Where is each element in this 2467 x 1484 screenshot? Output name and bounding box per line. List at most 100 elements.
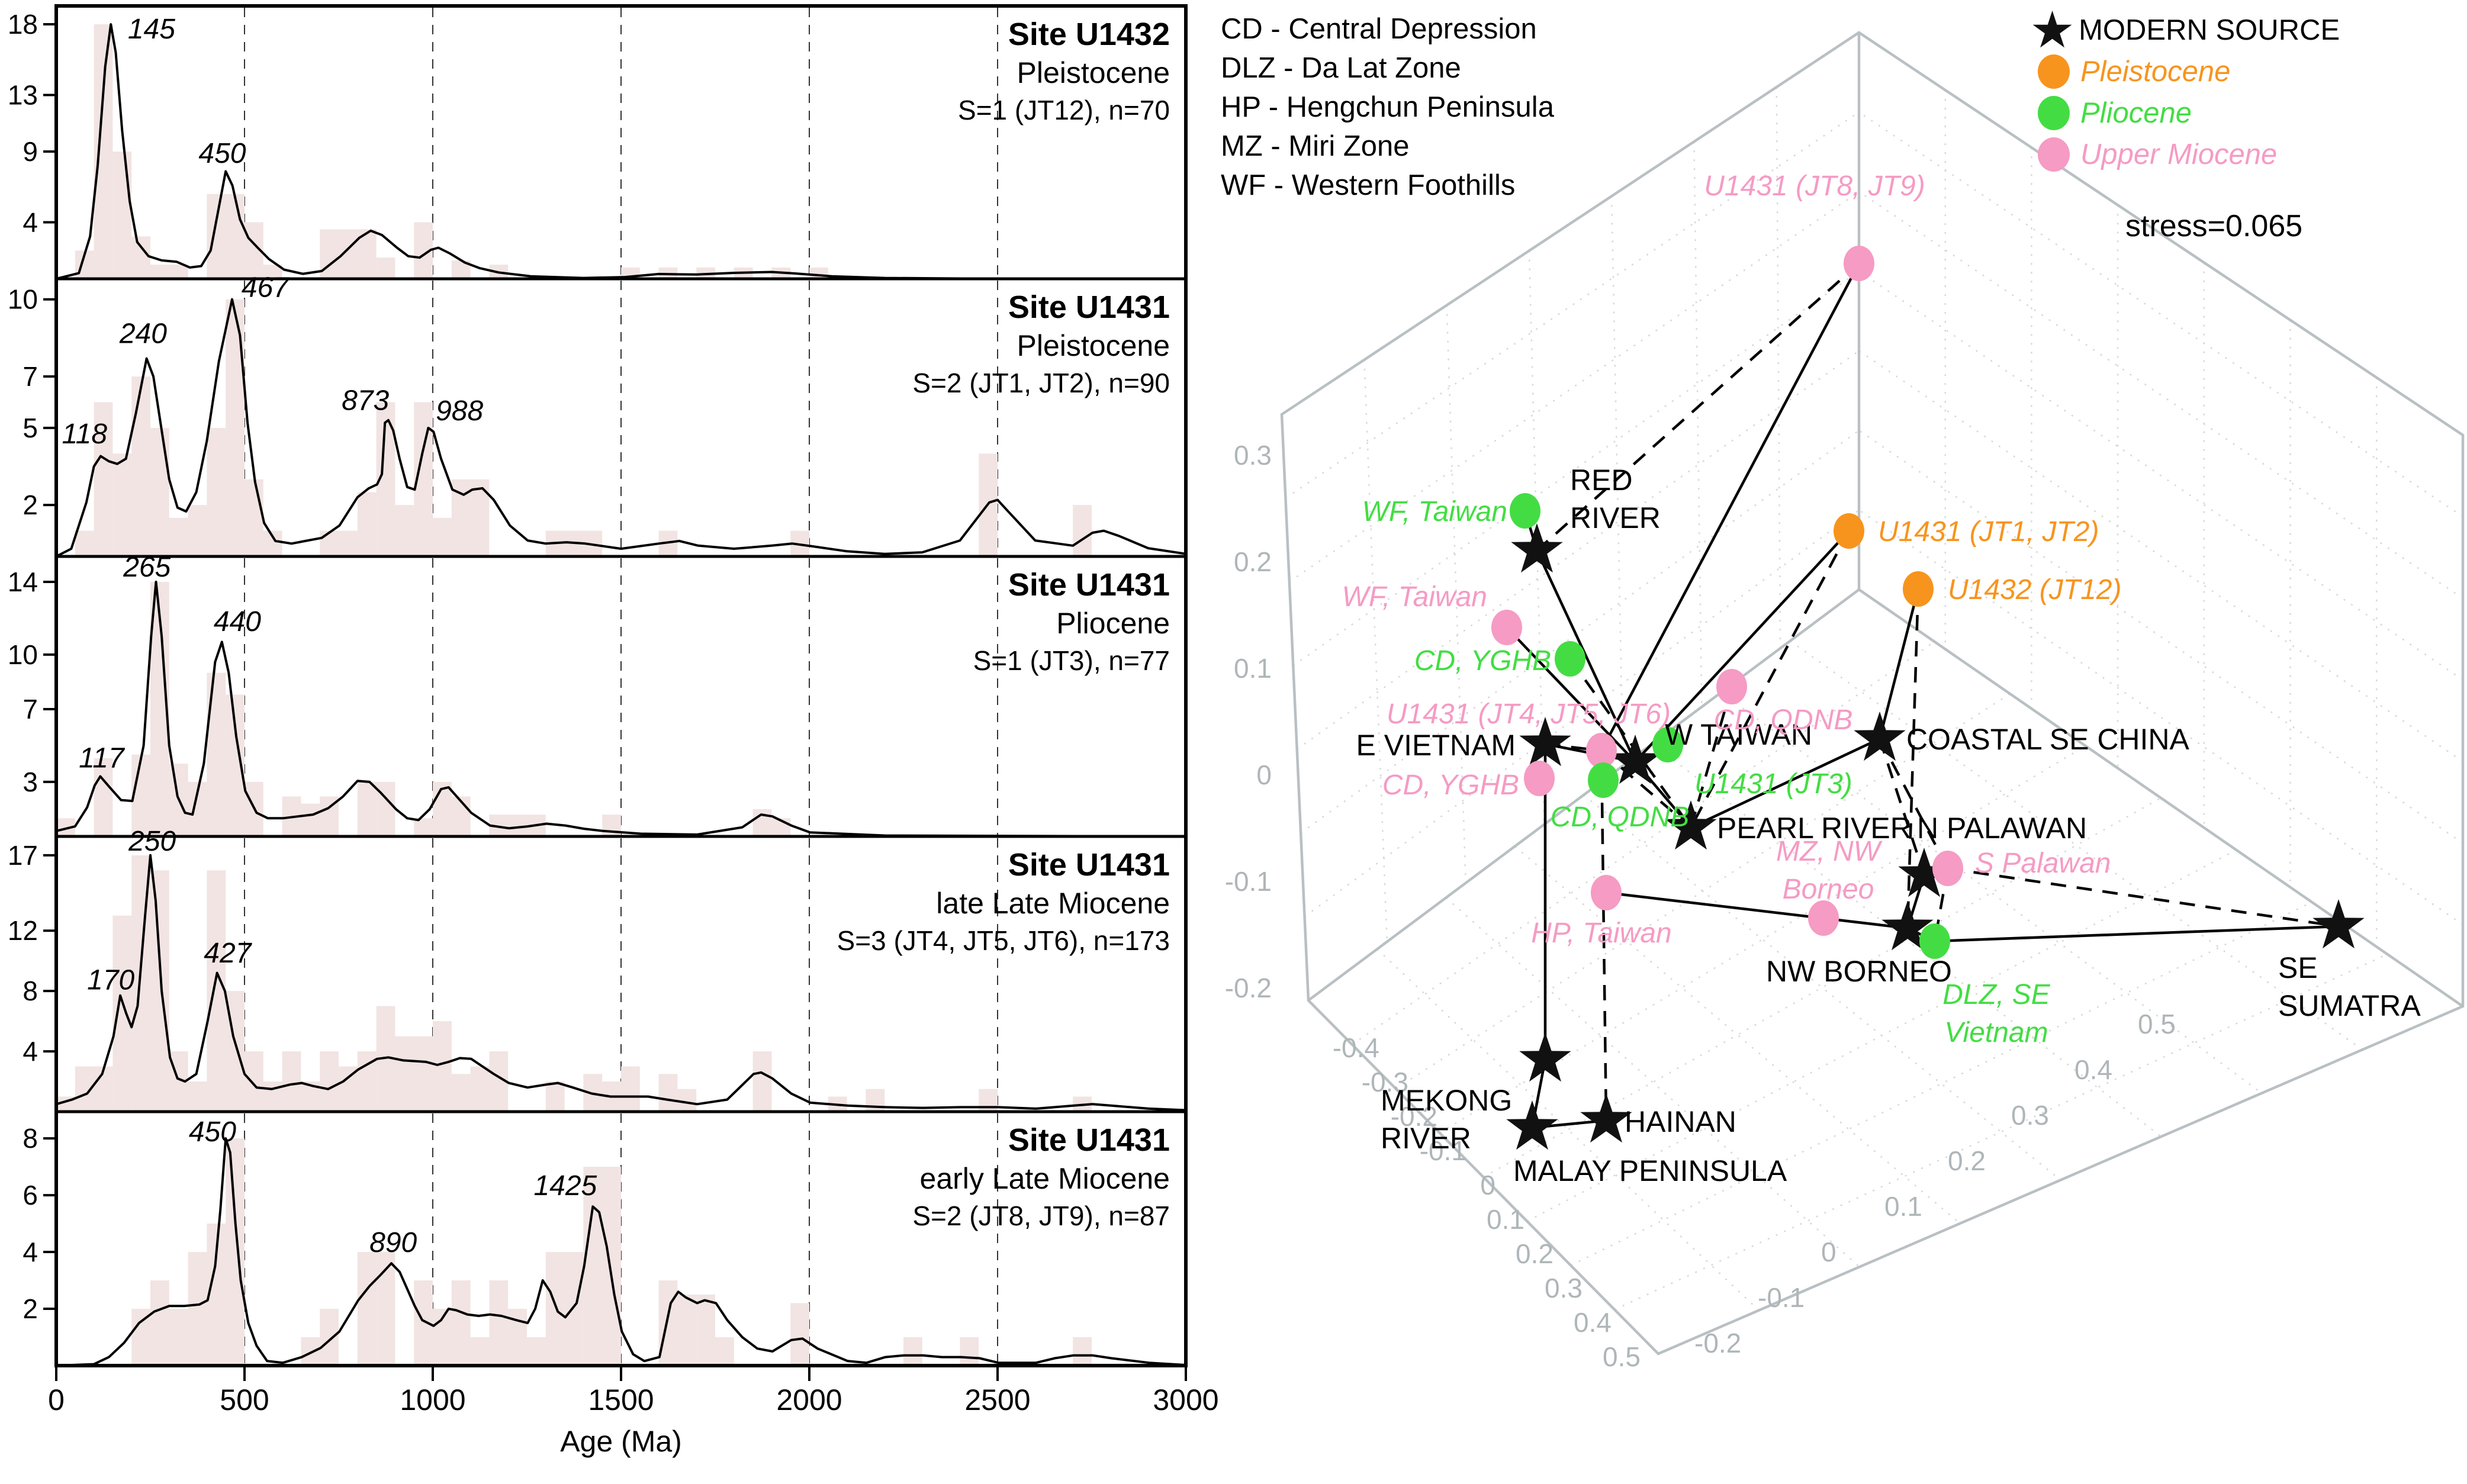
legend-pleistocene-label: Pleistocene <box>2080 56 2231 88</box>
mds-label-se-sumatra: SUMATRA <box>2278 989 2421 1022</box>
mds-box-outline <box>1280 31 2465 1356</box>
abbrev-wf: WF - Western Foothills <box>1221 169 1516 201</box>
histogram-bar <box>677 1089 697 1112</box>
histogram-bar <box>621 1066 640 1112</box>
mds-label-n-palawan: N PALAWAN <box>1917 812 2087 845</box>
mds-bottom-right-axis-tick: 0.4 <box>2074 1054 2112 1085</box>
histogram-bar <box>451 1074 471 1112</box>
mds-dot-u1432-jt12 <box>1903 571 1934 607</box>
mds-bottom-left-axis-tick: 0.5 <box>1603 1341 1641 1372</box>
mds-star-n-palawan <box>1898 848 1950 897</box>
histogram-bar <box>809 267 828 279</box>
mds-connection-cd-yghb-pliocene--pearl-river <box>1569 658 1692 829</box>
legend-upper-miocene: Upper Miocene <box>2029 134 2340 175</box>
mds-dot-u1431-jt3 <box>1652 727 1683 762</box>
x-tick-label: 0 <box>48 1383 65 1417</box>
mds-label-hainan: HAINAN <box>1625 1105 1736 1138</box>
histogram-bar <box>150 1280 169 1366</box>
abbrev-cd: CD - Central Depression <box>1221 13 1537 45</box>
star-icon: ★ <box>2029 2 2076 59</box>
mds-label-u1431-jt1-jt2: U1431 (JT1, JT2) <box>1878 516 2099 548</box>
histogram-bar <box>545 1081 565 1112</box>
kde-panel-4: 17 12 8 4 Site U1431 late Late Miocene S=3 (JT… <box>8 826 1186 1112</box>
mds-connection-hp-taiwan--nw-borneo <box>1606 891 1908 930</box>
pane-gridline <box>1363 359 1388 942</box>
histogram-bar <box>752 1051 772 1112</box>
mds-label-red-river: RED <box>1570 463 1633 497</box>
peak-label-890: 890 <box>369 1227 417 1258</box>
mds-label-hp-taiwan: HP, Taiwan <box>1531 918 1672 949</box>
pane-gridline <box>1526 849 2237 1222</box>
peak-label-1425: 1425 <box>533 1170 597 1202</box>
histogram-bar <box>395 1036 414 1112</box>
mds-left-axis-tick: 0.3 <box>1234 440 1272 471</box>
kde-curve <box>56 298 1186 558</box>
mds-star-mekong-river <box>1519 1032 1571 1082</box>
y-tick-label: 17 <box>8 840 38 871</box>
mds-box-inner-edge <box>1307 588 1860 1002</box>
histogram-bar <box>75 530 94 556</box>
mds-label-malay-peninsula: MALAY PENINSULA <box>1513 1154 1787 1187</box>
mds-connection-dlz-se-vietnam--se-sumatra <box>1934 925 2339 943</box>
mds-left-axis-tick: 0.2 <box>1234 546 1272 577</box>
peak-label-170: 170 <box>87 965 134 996</box>
histogram-bar <box>470 1337 490 1366</box>
kde-panel-3: 14 10 7 3 Site U1431 Pliocene S=1 (JT3), n=77 1… <box>8 552 1186 838</box>
histogram-bar <box>752 809 772 836</box>
panel-epoch: Pleistocene <box>1017 329 1170 362</box>
histogram-bar <box>414 1036 433 1112</box>
legend-upper-miocene-label: Upper Miocene <box>2080 139 2278 170</box>
pane-gridline <box>1858 350 2463 762</box>
mds-star-e-vietnam <box>1519 717 1571 767</box>
legend-modern-source: ★ MODERN SOURCE <box>2029 2 2340 59</box>
mds-dot-u1431-jt8-jt9 <box>1844 246 1874 281</box>
y-tick-label: 3 <box>22 767 38 797</box>
mds-label-cd-yghb-pliocene: CD, YGHB <box>1414 645 1551 677</box>
panel-stats: S=2 (JT1, JT2), n=90 <box>912 368 1170 398</box>
histogram-bar <box>433 517 452 556</box>
mds-label-dlz-se-vietnam: DLZ, SE <box>1942 979 2050 1010</box>
histogram-bar <box>112 152 132 279</box>
orange-dot-icon <box>2038 54 2070 89</box>
histogram-bar <box>677 1295 697 1366</box>
mds-label-mz-nw-borneo: MZ, NW <box>1776 836 1883 867</box>
histogram-bar <box>207 672 226 836</box>
mds-bottom-right-axis-tick: 0.1 <box>1884 1191 1922 1222</box>
legend-pliocene-label: Pliocene <box>2080 97 2192 129</box>
y-tick-label: 2 <box>22 490 38 520</box>
mds-bottom-left-axis-tick: 0.3 <box>1545 1273 1583 1303</box>
histogram-bar <box>226 1138 245 1366</box>
y-tick-label: 8 <box>22 976 38 1006</box>
mds-dot-dlz-se-vietnam <box>1919 923 1950 959</box>
mds-bottom-left-axis-tick: -0.1 <box>1420 1135 1466 1166</box>
histogram-bar <box>508 1309 527 1366</box>
peak-label-873: 873 <box>342 385 389 416</box>
mds-connection-u1431-jt8-jt9--red-river <box>1536 262 1860 552</box>
mds-bottom-left-axis-tick: -0.4 <box>1333 1032 1379 1063</box>
mds-connection-u1431-jt1-jt2--w-taiwan <box>1634 530 1850 763</box>
histogram-bar <box>451 1280 471 1366</box>
green-dot-icon <box>2038 96 2070 130</box>
mds-bottom-right-axis-tick: -0.1 <box>1758 1282 1805 1313</box>
histogram-bar <box>245 1051 263 1112</box>
mds-label-u1431-jt3: U1431 (JT3) <box>1694 768 1852 800</box>
histogram-bar <box>1073 505 1092 556</box>
mds-label-wf-taiwan-pliocene: WF, Taiwan <box>1362 496 1507 527</box>
mds-box-edges <box>1280 31 2465 1356</box>
histogram-bar <box>470 1066 490 1112</box>
mds-bottom-right-axis-tick: 0.5 <box>2138 1009 2176 1039</box>
mds-bottom-right-axis-tick: 0.3 <box>2011 1100 2049 1131</box>
panel-site-title: Site U1432 <box>1008 17 1170 52</box>
mds-points <box>1491 246 2365 1150</box>
kde-panel-5: 8 6 4 2 Site U1431 early Late Miocene S=2 (JT8… <box>22 1113 1186 1367</box>
mds-bottom-left-axis-tick: 0.2 <box>1516 1238 1553 1269</box>
kde-panel-1: 18 13 9 4 Site U1432 Pleistocene S=1 (JT12), n… <box>8 8 1186 280</box>
mds-connection-u1432-jt12--nw-borneo <box>1906 588 1920 929</box>
histogram-bar <box>150 870 169 1112</box>
mds-label-red-river: RIVER <box>1570 501 1661 535</box>
peak-label-118: 118 <box>62 419 108 450</box>
mds-dot-cd-yghb-miocene <box>1524 761 1555 796</box>
histogram-bar <box>169 1309 188 1366</box>
panel-site-title: Site U1431 <box>1008 847 1170 883</box>
